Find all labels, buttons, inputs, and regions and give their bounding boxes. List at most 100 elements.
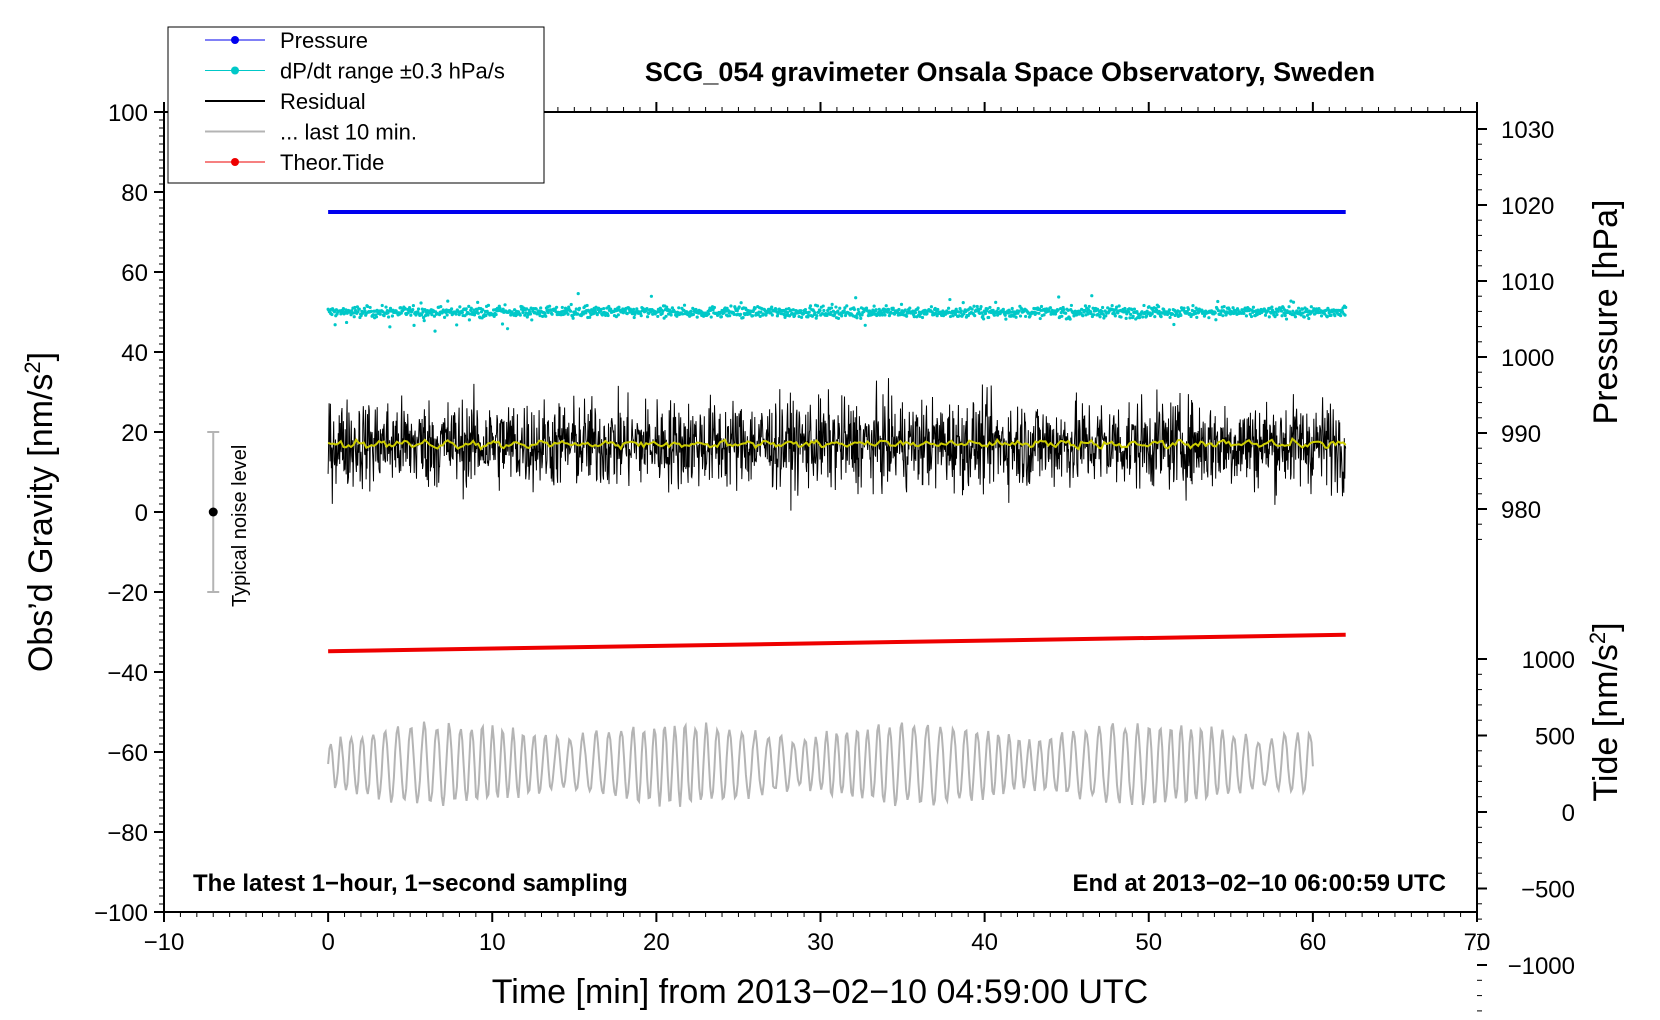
legend-marker — [231, 158, 239, 166]
dpdt-point — [808, 304, 813, 308]
dpdt-point — [351, 311, 356, 315]
dpdt-point — [741, 316, 745, 320]
dpdt-point — [585, 303, 589, 308]
y-left-tick-label: −20 — [107, 580, 148, 607]
dpdt-point — [885, 310, 890, 314]
dpdt-point — [475, 309, 479, 313]
dpdt-point — [707, 312, 711, 316]
y-left-tick-label: −80 — [107, 820, 148, 847]
dpdt-point — [332, 310, 337, 314]
dpdt-point — [1307, 316, 1311, 321]
dpdt-point — [961, 301, 965, 305]
dpdt-point — [843, 306, 847, 310]
dpdt-point — [745, 312, 750, 317]
dpdt-point — [606, 313, 610, 318]
dpdt-point — [1301, 311, 1305, 315]
dpdt-point — [419, 301, 423, 305]
dpdt-point — [616, 313, 620, 317]
dpdt-point — [445, 313, 449, 317]
residual-smoothed-line — [327, 436, 1347, 451]
dpdt-point — [581, 312, 585, 316]
dpdt-point — [645, 315, 650, 319]
y-pressure-tick-label: 990 — [1501, 421, 1541, 448]
noise-level-indicator — [207, 431, 220, 593]
dpdt-point — [884, 304, 888, 308]
dpdt-point — [1095, 307, 1100, 311]
dpdt-point — [420, 313, 424, 317]
legend-marker — [231, 36, 239, 44]
dpdt-point — [1124, 316, 1128, 320]
dpdt-point — [759, 310, 763, 314]
dpdt-point — [544, 314, 548, 318]
dpdt-point — [1083, 309, 1087, 313]
dpdt-point — [602, 306, 606, 311]
dpdt-point — [656, 314, 660, 319]
dpdt-point — [607, 304, 611, 309]
dpdt-point — [625, 312, 629, 316]
dpdt-point — [863, 323, 867, 327]
dpdt-point — [872, 304, 876, 308]
dpdt-point — [958, 306, 962, 311]
dpdt-point — [1314, 311, 1318, 315]
dpdt-point — [1123, 306, 1127, 311]
dpdt-point — [669, 313, 673, 317]
dpdt-point — [609, 307, 613, 311]
dpdt-point — [813, 311, 817, 315]
dpdt-point — [442, 315, 447, 319]
end-time-annotation: End at 2013−02−10 06:00:59 UTC — [1072, 870, 1446, 897]
dpdt-point — [1213, 311, 1217, 315]
dpdt-point — [1287, 305, 1291, 309]
dpdt-point — [801, 311, 806, 316]
dpdt-point — [503, 303, 507, 307]
y-pressure-tick-label: 1000 — [1501, 345, 1554, 372]
dpdt-point — [1010, 306, 1014, 311]
dpdt-point — [936, 307, 940, 312]
dpdt-point — [856, 307, 860, 312]
dpdt-point — [738, 312, 743, 316]
dpdt-point — [887, 308, 891, 312]
dpdt-point — [1098, 315, 1102, 319]
y-left-tick-label: 0 — [135, 500, 148, 527]
dpdt-point — [1110, 304, 1114, 308]
dpdt-point — [1273, 315, 1277, 319]
dpdt-point — [748, 312, 752, 316]
dpdt-point — [368, 305, 372, 310]
dpdt-point — [356, 310, 360, 314]
y-left-tick-label: 40 — [121, 340, 148, 367]
dpdt-point — [494, 312, 498, 317]
dpdt-point — [1270, 305, 1274, 309]
dpdt-point — [691, 312, 696, 317]
dpdt-point — [1190, 308, 1194, 313]
dpdt-point — [1132, 307, 1137, 311]
dpdt-point — [908, 306, 912, 310]
dpdt-point — [1064, 311, 1068, 315]
y-left-title-close: ] — [22, 352, 60, 361]
dpdt-point — [651, 312, 655, 316]
dpdt-point — [374, 315, 379, 319]
y-left-tick-labels: −100 −80 −60 −40 −20 0 20 40 60 80 100 — [94, 100, 148, 927]
dpdt-point — [770, 313, 774, 317]
y-tide-tick-label: −500 — [1521, 877, 1575, 904]
dpdt-point — [1129, 312, 1133, 316]
dpdt-point — [957, 314, 962, 318]
dpdt-point — [460, 310, 465, 314]
dpdt-point — [472, 308, 476, 312]
dpdt-point — [1325, 315, 1329, 319]
dpdt-point — [481, 308, 485, 312]
dpdt-point — [840, 314, 844, 318]
legend-label: ... last 10 min. — [280, 120, 417, 145]
y-left-tick-label: −60 — [107, 740, 148, 767]
dpdt-point — [446, 299, 450, 303]
chart-title: SCG_054 gravimeter Onsala Space Observat… — [645, 57, 1375, 87]
dpdt-point — [806, 313, 811, 318]
dpdt-point — [1243, 306, 1247, 310]
y-tide-axis-title: Tide [nm/s2] — [1585, 622, 1626, 801]
x-tick-label: 10 — [479, 929, 506, 956]
dpdt-point — [380, 303, 384, 308]
dpdt-point — [588, 315, 592, 319]
dpdt-point — [500, 322, 505, 326]
dpdt-point — [369, 309, 373, 313]
noise-level-label: Typical noise level — [229, 445, 251, 607]
dpdt-point — [979, 305, 983, 309]
